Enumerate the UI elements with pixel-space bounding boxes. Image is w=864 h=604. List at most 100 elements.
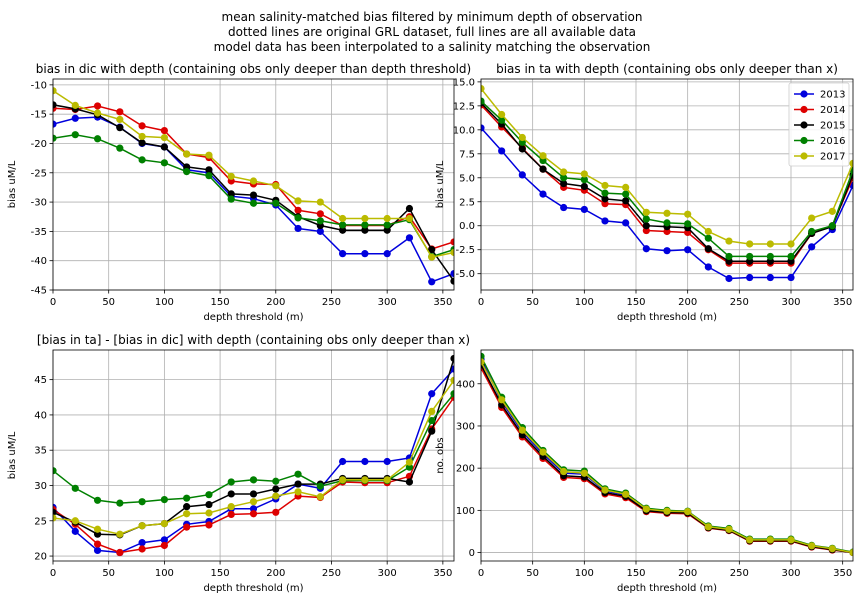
data-point-2014	[116, 108, 124, 116]
data-point-2013	[339, 457, 347, 466]
chart-panel-1: 0 50 100 150 200 250 300 350 -45 -40 -35 -30 -25 -20 -…	[7, 62, 471, 323]
data-point-2016	[93, 496, 102, 504]
data-point-2014	[205, 521, 213, 529]
data-point-2014	[316, 210, 324, 218]
x-tick-label: 0	[478, 568, 484, 579]
y-tick-label: -35	[31, 227, 47, 238]
legend-label-2016: 2016	[820, 136, 845, 147]
data-point-2017	[808, 542, 816, 550]
data-point-2015	[428, 245, 436, 254]
y-tick-label: 15.0	[453, 77, 475, 88]
series-group	[53, 87, 454, 286]
data-point-2017	[183, 150, 191, 158]
data-point-2017	[498, 396, 506, 404]
data-point-2015	[560, 179, 568, 188]
data-point-2016	[53, 134, 57, 142]
data-point-2016	[663, 219, 671, 227]
data-point-2017	[71, 101, 79, 109]
data-point-2013	[71, 527, 79, 535]
x-tick-label: 350	[833, 297, 852, 308]
data-point-2016	[642, 215, 650, 223]
data-point-2016	[787, 252, 795, 261]
data-point-2013	[428, 390, 436, 398]
data-point-2017	[160, 134, 168, 142]
x-tick-label: 300	[781, 297, 800, 308]
data-point-2015	[383, 226, 391, 234]
data-point-2017	[766, 536, 774, 544]
y-tick-label: 200	[456, 464, 475, 475]
data-point-2016	[138, 156, 146, 164]
x-tick-label: 350	[833, 568, 852, 579]
data-point-2016	[808, 227, 816, 236]
data-point-2016	[160, 159, 168, 167]
data-point-2017	[339, 214, 347, 223]
x-tick-label: 100	[155, 568, 174, 579]
data-point-2013	[539, 190, 547, 198]
data-point-2016	[272, 477, 280, 485]
data-point-2013	[383, 250, 391, 258]
data-point-2017	[428, 407, 436, 415]
x-tick-label: 200	[678, 568, 697, 579]
data-point-2015	[361, 226, 369, 234]
y-tick-label: 20	[34, 552, 47, 563]
data-point-2013	[560, 203, 568, 212]
data-point-2015	[138, 139, 146, 147]
y-tick-label: -30	[31, 198, 47, 209]
data-point-2017	[828, 545, 836, 553]
data-point-2017	[116, 530, 124, 538]
data-point-2017	[116, 115, 124, 124]
x-tick-label: 300	[781, 568, 800, 579]
data-point-2017	[808, 214, 816, 222]
data-point-2017	[93, 109, 102, 117]
data-point-2017	[138, 522, 146, 530]
y-tick-label: -20	[31, 139, 47, 150]
axes-frame	[52, 78, 455, 291]
x-tick-label: 150	[211, 297, 230, 308]
data-point-2017	[53, 514, 57, 522]
x-tick-label: 50	[526, 568, 539, 579]
data-point-2015	[428, 427, 436, 435]
y-tick-label: 30	[34, 481, 47, 492]
x-tick-label: 100	[575, 568, 594, 579]
data-point-2015	[205, 500, 213, 509]
legend-marker-2016	[800, 136, 808, 145]
data-point-2013	[642, 245, 650, 253]
data-point-2013	[622, 219, 630, 227]
data-point-2013	[808, 243, 816, 251]
data-point-2017	[704, 227, 712, 236]
x-tick-label: 200	[266, 568, 285, 579]
data-point-2013	[580, 205, 588, 214]
data-point-2015	[601, 195, 609, 203]
data-point-2016	[53, 467, 57, 475]
x-axis-label: depth threshold (m)	[203, 583, 303, 594]
data-point-2017	[316, 198, 324, 206]
data-point-2016	[205, 172, 213, 180]
data-point-2017	[787, 536, 795, 544]
data-point-2013	[339, 250, 347, 258]
data-point-2015	[53, 101, 57, 109]
data-point-2017	[622, 183, 630, 191]
y-tick-label: -2.5	[455, 245, 475, 256]
data-point-2015	[518, 145, 526, 153]
x-tick-label: 350	[433, 297, 452, 308]
data-point-2017	[183, 510, 191, 518]
data-point-2013	[383, 457, 391, 466]
data-point-2013	[249, 505, 258, 513]
legend-marker-2013	[800, 90, 808, 98]
data-point-2015	[539, 165, 547, 173]
legend-marker-2017	[800, 152, 808, 160]
x-tick-label: 250	[730, 297, 749, 308]
data-point-2016	[183, 168, 191, 176]
y-tick-label: 300	[456, 421, 475, 432]
data-point-2016	[481, 97, 485, 105]
data-point-2017	[518, 133, 526, 142]
y-tick-label: 7.5	[459, 149, 475, 160]
data-point-2017	[383, 476, 391, 484]
x-tick-label: 150	[211, 568, 230, 579]
data-point-2016	[160, 496, 168, 504]
data-point-2015	[227, 190, 235, 198]
data-point-2013	[498, 147, 506, 155]
data-point-2017	[294, 197, 302, 205]
data-point-2016	[183, 494, 191, 502]
data-point-2016	[601, 189, 609, 197]
